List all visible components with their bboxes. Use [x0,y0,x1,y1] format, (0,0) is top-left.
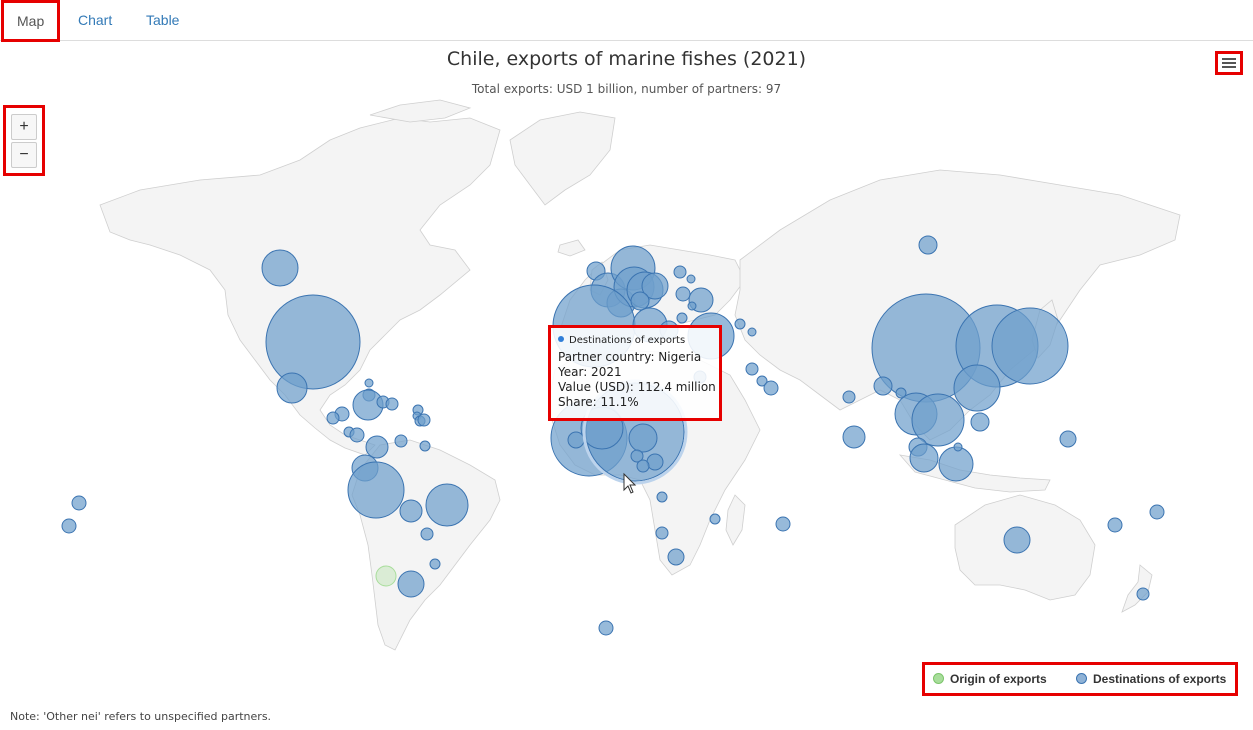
destination-bubbles[interactable] [61,235,1165,636]
destination-bubble[interactable] [1107,517,1123,533]
tooltip-partner: Partner country: Nigeria [558,350,702,364]
destination-bubble[interactable] [675,286,691,302]
series-dot-icon [558,336,564,342]
destination-bubble[interactable] [261,249,299,287]
destination-bubble[interactable] [709,513,721,525]
destination-bubble[interactable] [895,387,907,399]
destination-bubble[interactable] [656,491,668,503]
destination-bubble[interactable] [953,442,963,452]
tooltip-value: Value (USD): 112.4 million [558,380,716,394]
legend-destinations-label: Destinations of exports [1093,672,1227,686]
destination-bubble[interactable] [630,291,650,311]
legend-item-origin[interactable]: Origin of exports [933,672,1047,686]
destination-bubble[interactable] [1136,587,1150,601]
tooltip: Destinations of exports Partner country:… [548,325,722,421]
destination-bubble[interactable] [734,318,746,330]
destination-bubble[interactable] [842,390,856,404]
destination-bubble[interactable] [349,427,365,443]
destination-bubble[interactable] [676,312,688,324]
destination-bubble[interactable] [397,570,425,598]
destination-bubble[interactable] [347,461,405,519]
tooltip-series-name: Destinations of exports [569,335,686,346]
zoom-in-button[interactable]: + [11,114,37,140]
destination-bubble[interactable] [276,372,308,404]
land-arctic-islands [369,99,472,123]
destination-bubble[interactable] [775,516,791,532]
destination-bubble[interactable] [756,375,768,387]
footnote: Note: 'Other nei' refers to unspecified … [10,710,272,723]
destination-bubble[interactable] [686,274,696,284]
destination-bubble[interactable] [667,548,685,566]
destination-bubble[interactable] [394,434,408,448]
hamburger-menu-icon [1222,58,1236,60]
destination-bubble[interactable] [763,380,779,396]
land-north-america [99,117,501,456]
destination-bubble[interactable] [326,411,340,425]
destination-bubble[interactable] [399,499,423,523]
legend-origin-label: Origin of exports [950,672,1047,686]
destination-bubble[interactable] [364,378,374,388]
destination-bubble[interactable] [991,307,1069,385]
legend: Origin of exports Destinations of export… [922,662,1238,696]
destination-bubble[interactable] [873,376,893,396]
destination-bubble[interactable] [1003,526,1031,554]
destination-bubble[interactable] [970,412,990,432]
legend-item-destinations[interactable]: Destinations of exports [1076,672,1226,686]
destination-bubble[interactable] [598,620,614,636]
destination-bubble[interactable] [909,443,939,473]
destination-bubble[interactable] [646,453,664,471]
tooltip-year: Year: 2021 [558,365,622,379]
destination-bubble[interactable] [918,235,938,255]
destination-bubble[interactable] [61,518,77,534]
destination-bubble[interactable] [417,413,431,427]
tooltip-share: Share: 11.1% [558,395,639,409]
destination-bubble[interactable] [641,272,669,300]
hamburger-menu-icon-bar [1222,62,1236,64]
land-madagascar [725,494,746,546]
destination-bubble[interactable] [842,425,866,449]
destination-bubble[interactable] [567,431,585,449]
origin-legend-icon [933,673,944,684]
destination-bubble[interactable] [429,558,441,570]
destination-bubble[interactable] [687,301,697,311]
destination-bubble[interactable] [673,265,687,279]
tab-map[interactable]: Map [1,0,61,42]
chart-title: Chile, exports of marine fishes (2021) [446,48,807,70]
destination-bubble[interactable] [747,327,757,337]
tab-bar: Map Chart Table [0,0,1253,42]
destination-bubble[interactable] [911,393,965,447]
destination-bubble[interactable] [419,440,431,452]
destination-bubble[interactable] [1149,504,1165,520]
hamburger-menu-icon-bar [1222,66,1236,68]
mouse-cursor-icon [623,472,637,494]
destination-bubble[interactable] [425,483,469,527]
destination-bubble[interactable] [385,397,399,411]
zoom-out-button[interactable]: − [11,142,37,168]
destination-bubble[interactable] [628,423,658,453]
land-iceland [557,239,586,257]
chart-subtitle: Total exports: USD 1 billion, number of … [471,82,782,96]
destination-bubble[interactable] [420,527,434,541]
destination-bubble[interactable] [265,294,361,390]
destination-legend-icon [1076,673,1087,684]
destination-bubble[interactable] [938,446,974,482]
tab-chart[interactable]: Chart [78,12,113,28]
destination-bubble[interactable] [71,495,87,511]
destination-bubble[interactable] [1059,430,1077,448]
tab-table[interactable]: Table [146,12,180,28]
destination-bubble[interactable] [745,362,759,376]
origin-bubble-chile[interactable] [375,565,397,587]
land-greenland [509,111,616,206]
destination-bubble[interactable] [953,364,1001,412]
destination-bubble[interactable] [365,435,389,459]
destination-bubble[interactable] [636,459,650,473]
destination-bubble[interactable] [655,526,669,540]
chart-menu-button[interactable] [1215,51,1243,75]
zoom-controls: + − [3,105,45,176]
land-new-zealand [1121,564,1153,613]
destination-bubble[interactable] [630,449,644,463]
